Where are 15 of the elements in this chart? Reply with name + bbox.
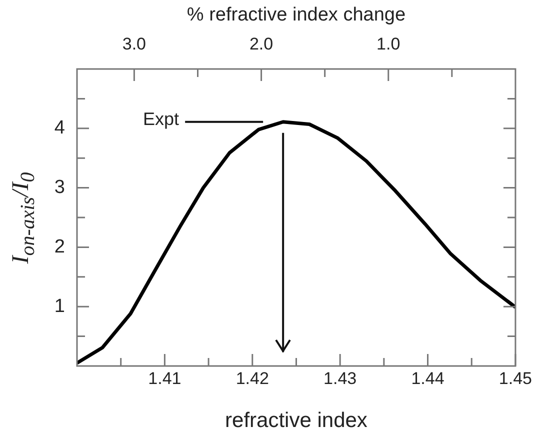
y-tick-label: 3 bbox=[54, 177, 65, 198]
x-tick-label: 1.41 bbox=[148, 368, 182, 388]
x-tick-label: 1.43 bbox=[324, 368, 357, 388]
y-tick-label: 2 bbox=[54, 236, 65, 258]
ref-line-label: Expt bbox=[143, 108, 180, 129]
x2-tick-label: 1.0 bbox=[376, 34, 400, 54]
x-tick-label: 1.45 bbox=[498, 368, 532, 388]
y-tick-label: 4 bbox=[54, 118, 66, 139]
x2-tick-label: 3.0 bbox=[122, 34, 146, 54]
x-tick-label: 1.42 bbox=[236, 368, 269, 388]
y-tick-label: 1 bbox=[54, 296, 65, 317]
x2-axis-title: % refractive index change bbox=[186, 4, 406, 26]
x-axis-title: refractive index bbox=[225, 409, 368, 432]
x2-tick-label: 2.0 bbox=[249, 34, 274, 54]
x-tick-label: 1.44 bbox=[411, 368, 444, 388]
